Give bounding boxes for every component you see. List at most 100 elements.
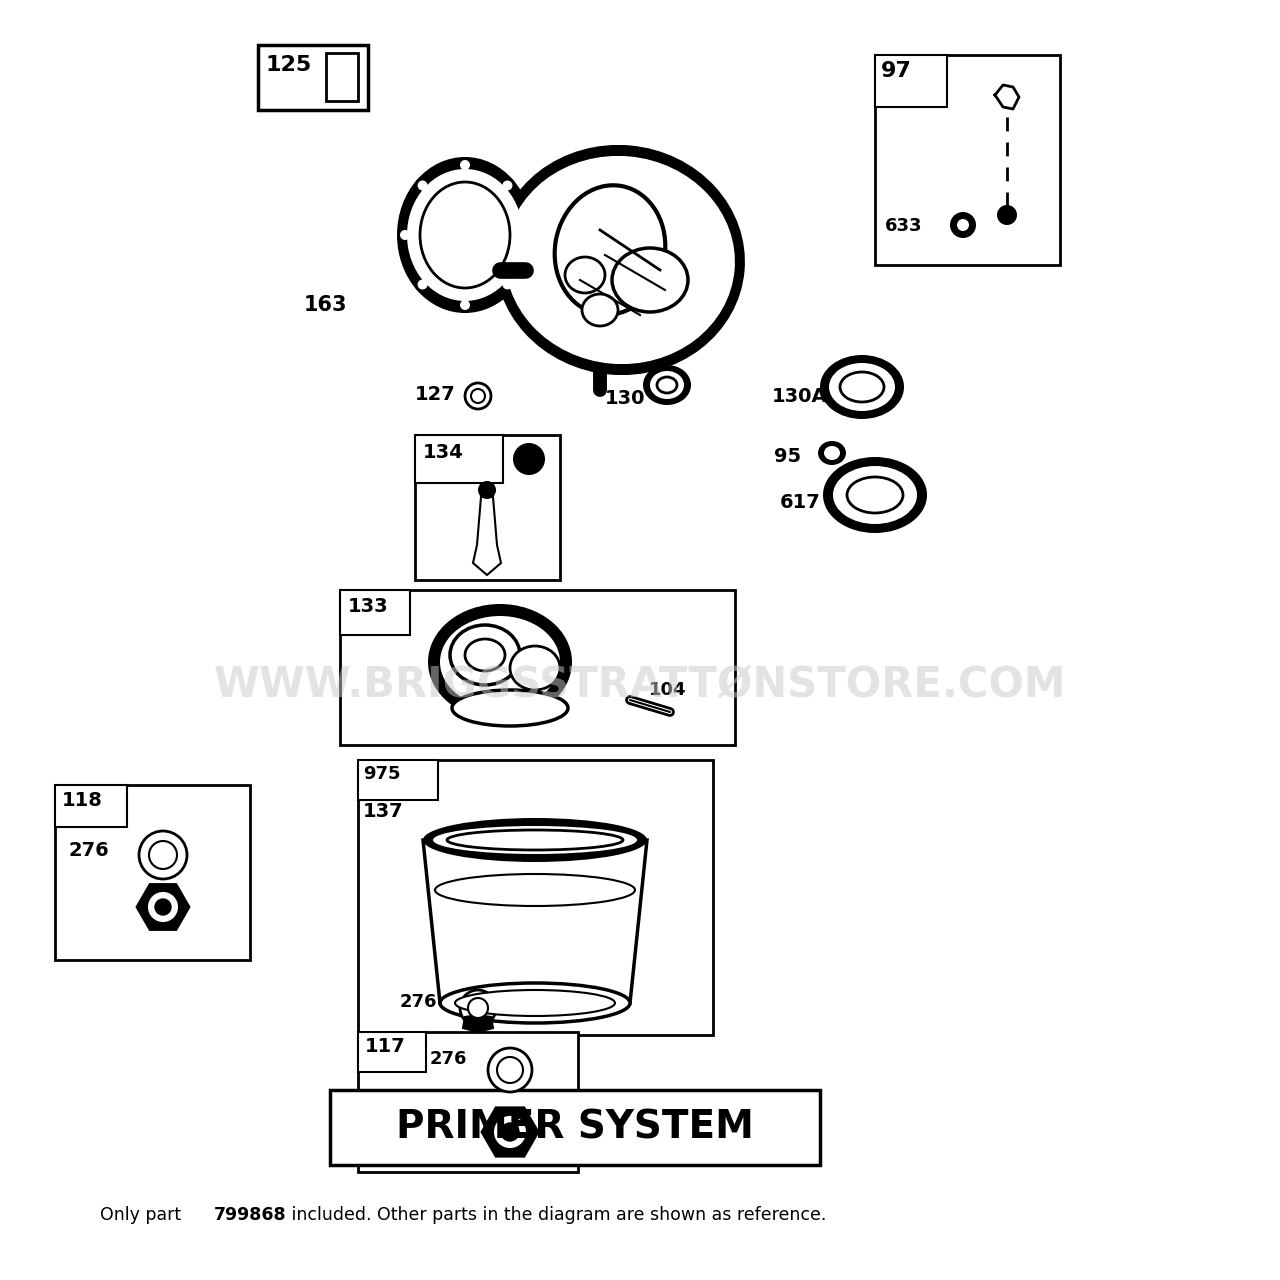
Ellipse shape bbox=[457, 297, 474, 314]
Bar bbox=[358, 760, 713, 1036]
Ellipse shape bbox=[495, 145, 745, 375]
Ellipse shape bbox=[950, 212, 977, 238]
Bar bbox=[415, 435, 561, 580]
Ellipse shape bbox=[509, 646, 561, 690]
Ellipse shape bbox=[818, 442, 846, 465]
Ellipse shape bbox=[582, 294, 618, 326]
Ellipse shape bbox=[564, 257, 605, 293]
Ellipse shape bbox=[422, 818, 646, 861]
Ellipse shape bbox=[612, 248, 689, 312]
Text: 163: 163 bbox=[303, 294, 347, 315]
Ellipse shape bbox=[452, 690, 568, 726]
Ellipse shape bbox=[397, 227, 413, 243]
Ellipse shape bbox=[497, 1057, 524, 1083]
Bar bbox=[340, 590, 735, 745]
Ellipse shape bbox=[447, 829, 623, 850]
Ellipse shape bbox=[435, 874, 635, 906]
Polygon shape bbox=[137, 884, 189, 929]
Ellipse shape bbox=[840, 372, 884, 402]
Ellipse shape bbox=[829, 364, 895, 411]
Text: 95: 95 bbox=[774, 448, 801, 466]
Bar bbox=[259, 45, 369, 110]
Ellipse shape bbox=[503, 279, 512, 289]
Text: 633: 633 bbox=[884, 218, 923, 236]
Ellipse shape bbox=[454, 989, 614, 1016]
Ellipse shape bbox=[465, 383, 492, 410]
Ellipse shape bbox=[471, 389, 485, 403]
Bar bbox=[876, 55, 947, 108]
Text: 276: 276 bbox=[69, 841, 110, 859]
Bar bbox=[415, 435, 503, 483]
Bar bbox=[55, 785, 127, 827]
Ellipse shape bbox=[460, 160, 470, 170]
Ellipse shape bbox=[499, 276, 516, 293]
Ellipse shape bbox=[428, 604, 572, 719]
Ellipse shape bbox=[451, 625, 520, 685]
Ellipse shape bbox=[417, 180, 428, 191]
Ellipse shape bbox=[148, 841, 177, 869]
Ellipse shape bbox=[415, 178, 430, 193]
Ellipse shape bbox=[657, 378, 677, 393]
Text: 134: 134 bbox=[422, 443, 463, 462]
Text: WWW.BRIGGSSTRATTØNSTORE.COM: WWW.BRIGGSSTRATTØNSTORE.COM bbox=[214, 664, 1066, 707]
Ellipse shape bbox=[820, 355, 904, 419]
Text: 130: 130 bbox=[604, 389, 645, 407]
Bar bbox=[358, 760, 438, 800]
Text: Only part: Only part bbox=[100, 1206, 187, 1224]
Text: 617: 617 bbox=[780, 493, 820, 512]
Ellipse shape bbox=[823, 457, 927, 532]
Text: 104: 104 bbox=[649, 681, 687, 699]
Ellipse shape bbox=[465, 639, 506, 671]
Ellipse shape bbox=[155, 899, 172, 915]
Text: 97: 97 bbox=[881, 61, 911, 81]
Bar bbox=[358, 1032, 579, 1172]
Ellipse shape bbox=[148, 893, 177, 922]
Text: 975: 975 bbox=[364, 765, 401, 783]
Text: 799868: 799868 bbox=[214, 1206, 287, 1224]
Text: 276: 276 bbox=[430, 1050, 467, 1068]
Ellipse shape bbox=[499, 178, 516, 193]
Ellipse shape bbox=[460, 989, 497, 1027]
Ellipse shape bbox=[397, 157, 532, 314]
Text: 125: 125 bbox=[266, 55, 312, 76]
Ellipse shape bbox=[997, 205, 1018, 225]
Ellipse shape bbox=[440, 983, 630, 1023]
Ellipse shape bbox=[847, 477, 902, 513]
Bar bbox=[326, 52, 358, 101]
Polygon shape bbox=[474, 497, 500, 575]
Ellipse shape bbox=[420, 182, 509, 288]
Ellipse shape bbox=[957, 219, 969, 230]
Ellipse shape bbox=[824, 445, 840, 460]
Text: 117: 117 bbox=[365, 1037, 406, 1056]
Ellipse shape bbox=[513, 443, 545, 475]
Ellipse shape bbox=[399, 230, 410, 241]
Ellipse shape bbox=[440, 616, 561, 708]
Bar bbox=[330, 1091, 820, 1165]
Ellipse shape bbox=[495, 1117, 525, 1147]
Bar bbox=[876, 55, 1060, 265]
Ellipse shape bbox=[833, 466, 916, 524]
Text: 130A: 130A bbox=[772, 387, 828, 406]
Text: included. Other parts in the diagram are shown as reference.: included. Other parts in the diagram are… bbox=[285, 1206, 827, 1224]
Ellipse shape bbox=[457, 157, 474, 173]
Text: 127: 127 bbox=[415, 385, 456, 404]
Ellipse shape bbox=[517, 227, 532, 243]
Text: 133: 133 bbox=[348, 596, 389, 616]
Ellipse shape bbox=[407, 169, 524, 301]
Ellipse shape bbox=[488, 1048, 532, 1092]
Bar bbox=[340, 590, 410, 635]
Polygon shape bbox=[463, 1015, 493, 1032]
Text: 137: 137 bbox=[364, 803, 403, 820]
Ellipse shape bbox=[643, 365, 691, 404]
Ellipse shape bbox=[417, 279, 428, 289]
Ellipse shape bbox=[520, 230, 530, 241]
Ellipse shape bbox=[506, 156, 735, 364]
Ellipse shape bbox=[468, 998, 488, 1018]
Ellipse shape bbox=[415, 276, 430, 293]
Ellipse shape bbox=[140, 831, 187, 879]
Polygon shape bbox=[483, 1107, 538, 1156]
Ellipse shape bbox=[500, 1123, 518, 1140]
Ellipse shape bbox=[460, 300, 470, 310]
Bar bbox=[55, 785, 250, 960]
Bar bbox=[358, 1032, 426, 1073]
